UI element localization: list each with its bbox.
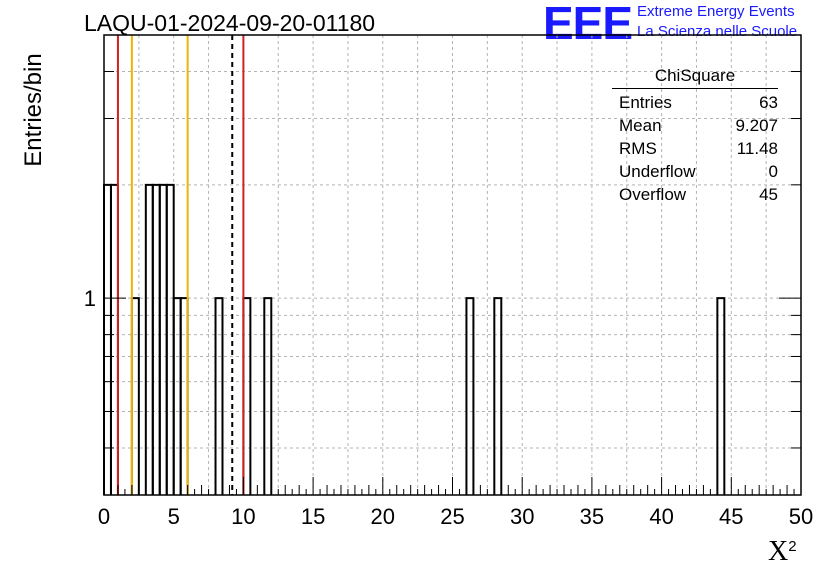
x-tick-label: 25: [440, 504, 464, 529]
histogram-bin: [179, 297, 189, 495]
stats-value: 11.48: [736, 139, 778, 158]
stats-label: Overflow: [619, 185, 687, 204]
stats-value: 0: [768, 162, 778, 181]
x-axis-label-superscript: 2: [788, 538, 797, 555]
histogram-bin: [242, 297, 252, 495]
stats-box: ChiSquare Entries 63 Mean 9.207 RMS 11.48 U…: [612, 66, 778, 206]
histogram-bin: [158, 183, 168, 495]
histogram-bin: [214, 297, 224, 495]
stats-label: Entries: [619, 93, 672, 112]
stats-value: 9.207: [735, 116, 778, 135]
histogram-bin: [144, 183, 154, 495]
x-tick-label: 5: [168, 504, 180, 529]
x-tick-label: 0: [98, 504, 110, 529]
x-tick-label: 35: [580, 504, 604, 529]
eee-logo: EEE: [543, 0, 633, 49]
x-tick-label: 45: [719, 504, 743, 529]
x-tick-label: 20: [371, 504, 395, 529]
histogram-bin: [716, 297, 726, 495]
stats-label: Underflow: [619, 162, 696, 181]
histogram-bin: [151, 183, 161, 495]
histogram-bin: [130, 297, 140, 495]
histogram-bin: [109, 183, 119, 495]
stats-title: ChiSquare: [612, 66, 778, 89]
chart-title: LAQU-01-2024-09-20-01180: [84, 10, 376, 36]
histogram-bin: [172, 297, 182, 495]
stats-row: Mean 9.207: [612, 114, 778, 137]
x-axis-label: X2: [768, 536, 797, 568]
stats-value: 45: [759, 185, 778, 204]
histogram-bin: [103, 183, 112, 495]
histogram-bin: [493, 297, 503, 495]
stats-row: RMS 11.48: [612, 137, 778, 160]
stats-label: Mean: [619, 116, 662, 135]
x-tick-label: 10: [231, 504, 255, 529]
logo-tagline-1: Extreme Energy Events: [637, 3, 795, 20]
stats-label: RMS: [619, 139, 657, 158]
histogram-bin: [263, 297, 273, 495]
histogram-bin: [165, 183, 175, 495]
x-tick-label: 40: [649, 504, 673, 529]
stats-row: Underflow 0: [612, 160, 778, 183]
histogram-bin: [465, 297, 475, 495]
x-tick-label: 15: [301, 504, 325, 529]
x-tick-label: 50: [789, 504, 813, 529]
x-axis-label-text: X: [768, 536, 789, 567]
x-tick-label: 30: [510, 504, 534, 529]
stats-row: Overflow 45: [612, 183, 778, 206]
stats-row: Entries 63: [612, 91, 778, 114]
stats-value: 63: [759, 93, 778, 112]
y-tick-label: 1: [84, 286, 96, 311]
